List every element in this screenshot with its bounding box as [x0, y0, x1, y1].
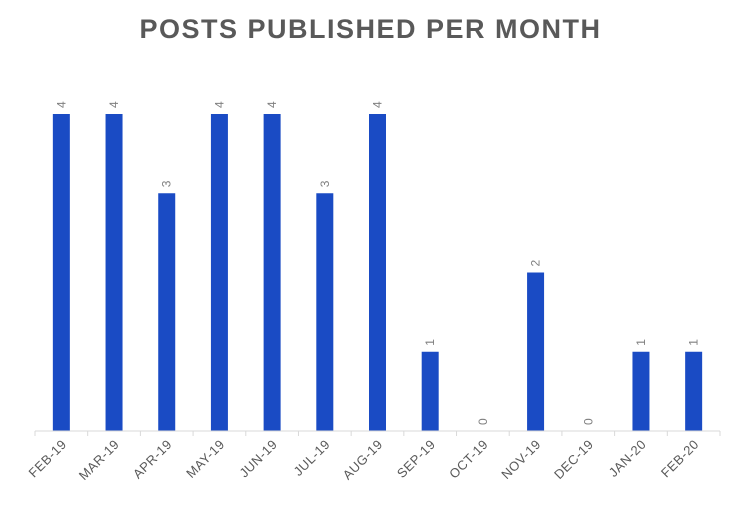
data-label-oct-19: 0: [476, 418, 490, 425]
bar-aug-19: [369, 114, 386, 431]
x-tick-label-aug-19: AUG-19: [340, 437, 386, 483]
x-axis: FEB-19 MAR-19 APR-19 MAY-19 JUN-19 JUL-19 AUG-…: [26, 430, 721, 483]
data-label-apr-19: 3: [160, 180, 174, 187]
x-tick-label-may-19: MAY-19: [183, 437, 227, 481]
x-tick-label-nov-19: NOV-19: [498, 437, 543, 482]
x-tick-label-apr-19: APR-19: [130, 437, 175, 482]
x-tick-label-jul-19: JUL-19: [291, 437, 333, 479]
bars-group: [52, 114, 703, 431]
data-label-jan-20: 1: [634, 339, 648, 346]
x-tick-label-oct-19: OCT-19: [446, 437, 491, 482]
x-tick-label-feb-20: FEB-20: [658, 437, 702, 481]
chart-title: POSTS PUBLISHED PER MONTH: [139, 14, 602, 44]
bar-feb-19: [52, 114, 70, 431]
x-tick-label-jan-20: JAN-20: [606, 437, 649, 480]
bar-apr-19: [158, 193, 176, 431]
data-label-feb-20: 1: [687, 339, 701, 346]
x-tick-label-feb-19: FEB-19: [26, 437, 70, 481]
bar-nov-19: [527, 272, 545, 431]
x-tick-label-jun-19: JUN-19: [236, 437, 280, 481]
data-label-sep-19: 1: [423, 339, 437, 346]
bar-jun-19: [263, 114, 281, 431]
data-label-feb-19: 4: [54, 101, 68, 108]
data-label-may-19: 4: [212, 101, 226, 108]
data-labels-group: 4 4 3 4 4 3 4 1 0 2 0 1 1: [54, 101, 700, 425]
x-tick-label-sep-19: SEP-19: [394, 437, 438, 481]
bar-jan-20: [632, 351, 650, 431]
x-tick-label-mar-19: MAR-19: [76, 437, 122, 483]
data-label-mar-19: 4: [107, 101, 121, 108]
bar-mar-19: [105, 114, 123, 431]
bar-jul-19: [316, 193, 334, 431]
data-label-jul-19: 3: [318, 180, 332, 187]
x-tick-label-dec-19: DEC-19: [551, 437, 596, 482]
bar-feb-20: [685, 351, 703, 431]
data-label-jun-19: 4: [265, 101, 279, 108]
bar-sep-19: [421, 351, 439, 431]
data-label-aug-19: 4: [371, 101, 385, 108]
data-label-dec-19: 0: [581, 418, 595, 425]
data-label-nov-19: 2: [529, 260, 543, 267]
bar-may-19: [210, 114, 228, 431]
